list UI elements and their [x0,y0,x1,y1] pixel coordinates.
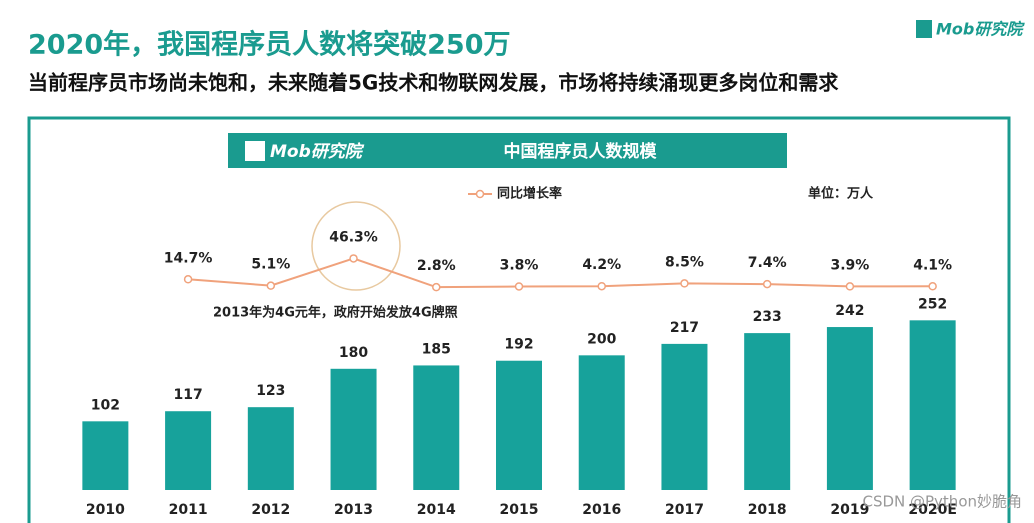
legend-label: 同比增长率 [497,186,562,202]
bar [330,368,377,490]
bar [578,355,625,490]
bar-label: 217 [670,320,699,336]
rate-marker [680,279,689,288]
rate-marker [928,282,937,291]
bar-label: 185 [422,341,451,357]
rate-label: 5.1% [251,257,290,273]
bar-label: 102 [91,397,120,413]
bar [413,365,460,490]
rate-label: 7.4% [748,255,787,271]
page-title: 2020年，我国程序员人数将突破250万 [28,29,511,61]
chart-header [228,133,787,168]
annotation: 2013年为4G元年，政府开始发放4G牌照 [213,305,458,321]
logo-icon [916,20,932,38]
rate-marker [266,281,276,290]
bar [496,360,542,490]
rate-label: 46.3% [329,229,378,245]
rate-marker [762,279,772,289]
bar [744,333,791,490]
x-tick-label: 2015 [500,502,539,518]
watermark: CSDN @Python妙脆角 [862,493,1022,511]
rate-label: 8.5% [665,254,704,270]
rate-marker [514,282,524,291]
x-tick-label: 2012 [251,502,290,518]
rate-marker [349,254,358,263]
bar-label: 200 [587,331,616,347]
bar-label: 117 [173,387,202,403]
header-logo-icon [245,141,265,161]
logo: Mob研究院 [936,20,1025,39]
bar-label: 180 [339,345,368,361]
x-tick-label: 2020E [908,502,957,518]
rate-label: 3.9% [830,257,869,273]
bar-label: 242 [835,303,864,319]
rate-marker [597,281,606,291]
x-tick-label: 2013 [334,502,373,518]
x-tick-label: 2011 [169,502,208,518]
highlight-circle [311,201,401,291]
bar-label: 192 [504,337,533,353]
bar-label: 233 [753,309,782,325]
bar [165,411,212,490]
rate-marker [183,275,193,284]
chart-frame [27,116,1011,523]
bar [826,327,873,490]
chart-title: 中国程序员人数规模 [504,141,658,162]
bar [82,421,129,490]
rate-marker [432,282,441,292]
bar [247,407,294,490]
x-tick-label: 2017 [665,502,704,518]
rate-line [188,257,933,289]
x-tick-label: 2018 [748,502,787,518]
bar-label: 252 [918,296,947,312]
bar [661,343,708,490]
header-logo: Mob研究院 [270,142,365,162]
unit-label: 单位：万人 [808,186,874,202]
rate-label: 3.8% [500,257,539,273]
x-tick-label: 2014 [417,502,456,518]
legend-marker [475,189,485,199]
rate-marker [845,282,855,291]
rate-label: 2.8% [417,258,456,274]
bar-label: 123 [256,383,285,399]
x-tick-label: 2019 [830,502,869,518]
x-tick-label: 2010 [86,502,125,518]
bar [909,320,956,490]
rate-label: 4.1% [913,257,952,273]
rate-label: 4.2% [582,257,621,273]
rate-label: 14.7% [164,250,213,266]
page-subtitle: 当前程序员市场尚未饱和，未来随着5G技术和物联网发展，市场将持续涌现更多岗位和需… [28,71,839,95]
x-tick-label: 2016 [582,502,621,518]
